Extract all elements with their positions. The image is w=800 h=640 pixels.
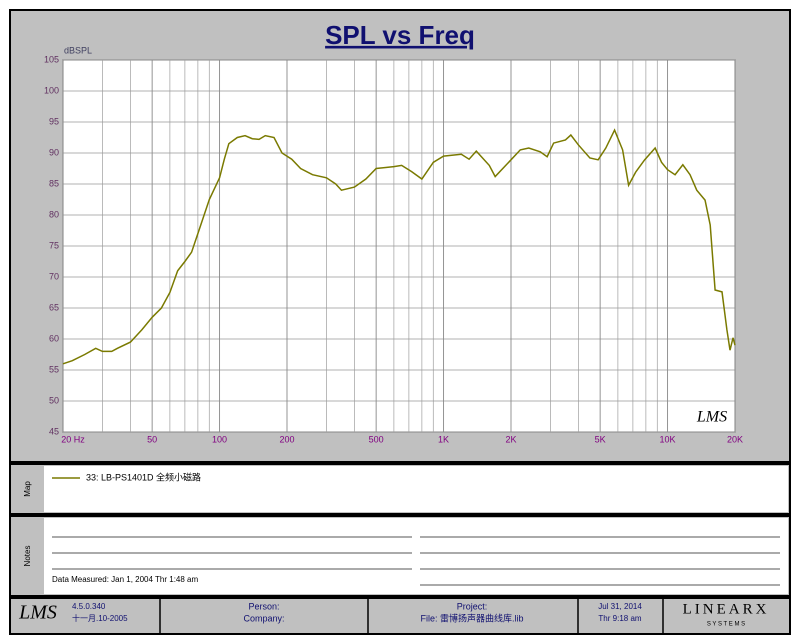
series-line <box>62 128 736 365</box>
time: Thr 9:18 am <box>598 614 641 623</box>
note-lines <box>52 536 780 586</box>
notes-body <box>44 518 788 594</box>
x-tick-label: 200 <box>279 434 294 444</box>
y-tick-label: 90 <box>49 147 59 157</box>
y-tick-label: 65 <box>49 302 59 312</box>
x-tick-label: 20K <box>727 434 743 444</box>
project: Project: <box>457 601 488 611</box>
footer-dividers <box>159 598 664 634</box>
y-tick-label: 80 <box>49 209 59 219</box>
y-tick-label: 50 <box>49 395 59 405</box>
map-body <box>44 466 788 512</box>
company: Company: <box>243 613 284 623</box>
x-tick-label: 10K <box>660 434 676 444</box>
x-tick-label: 20 Hz <box>61 434 85 444</box>
y-tick-label: 45 <box>49 426 59 436</box>
x-tick-label: 100 <box>212 434 227 444</box>
y-tick-label: 85 <box>49 178 59 188</box>
y-tick-label: 105 <box>44 54 59 64</box>
y-tick-label: 55 <box>49 364 59 374</box>
y-tick-label: 100 <box>44 85 59 95</box>
notes-label: Notes <box>23 546 32 567</box>
brand-sub: S Y S T E M S <box>707 622 745 628</box>
y-tick-label: 70 <box>49 271 59 281</box>
y-tick-label: 95 <box>49 116 59 126</box>
brand: LINEARX <box>683 601 770 617</box>
y-tick-label: 75 <box>49 240 59 250</box>
x-tick-label: 1K <box>438 434 449 444</box>
x-tick-label: 50 <box>147 434 157 444</box>
map-label: Map <box>23 481 32 497</box>
date: Jul 31, 2014 <box>598 602 642 611</box>
version: 4.5.0.340 <box>72 602 106 611</box>
watermark: LMS <box>696 409 727 426</box>
chart-title: SPL vs Freq <box>325 20 475 50</box>
x-tick-label: 2K <box>505 434 516 444</box>
x-tick-label: 500 <box>369 434 384 444</box>
file: File: 雷博扬声器曲线库.lib <box>420 612 523 623</box>
footer <box>9 597 791 635</box>
data-measured: Data Measured: Jan 1, 2004 Thr 1:48 am <box>52 575 198 584</box>
legend-label: 33: LB-PS1401D 全频小磁路 <box>86 471 201 482</box>
build-date: 十一月.10-2005 <box>72 613 128 623</box>
y-axis-label: dBSPL <box>64 45 92 55</box>
x-tick-label: 5K <box>595 434 606 444</box>
footer-logo: LMS <box>18 602 57 624</box>
person: Person: <box>248 601 279 611</box>
y-tick-label: 60 <box>49 333 59 343</box>
